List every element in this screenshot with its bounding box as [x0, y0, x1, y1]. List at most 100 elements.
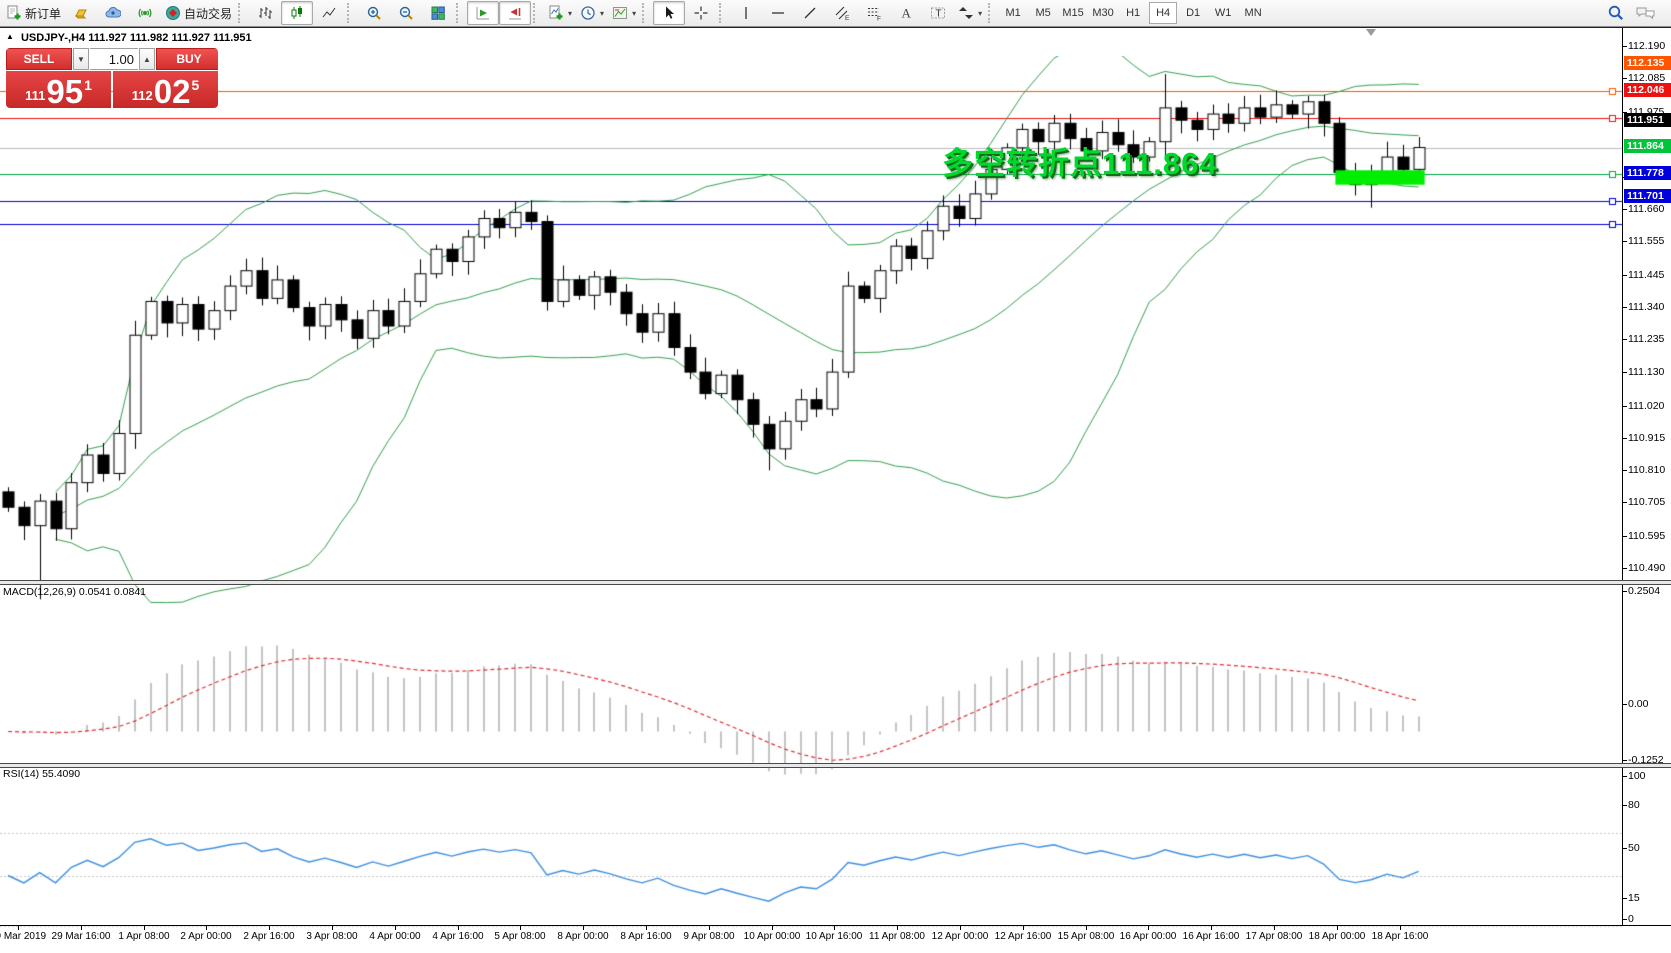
price-tick-label: 0.2504 [1628, 585, 1661, 597]
time-tick-label: 5 Apr 08:00 [494, 931, 546, 942]
chat-icon[interactable] [1635, 5, 1657, 21]
arrows-tool-button[interactable]: ▾ [954, 1, 986, 25]
price-level-badge[interactable]: 111.778 [1624, 166, 1671, 180]
template-icon [613, 7, 628, 19]
price-tick-mark [1622, 591, 1627, 592]
zoom-out-button[interactable] [390, 1, 422, 25]
search-icon[interactable] [1607, 4, 1625, 22]
autotrading-button[interactable]: 自动交易 [161, 1, 236, 25]
chart-shift-button[interactable] [499, 1, 532, 25]
volume-input[interactable] [90, 48, 138, 70]
signal-button[interactable] [129, 1, 161, 25]
main-chart-canvas[interactable] [0, 56, 1622, 608]
periods-dropdown-caret[interactable]: ▾ [600, 8, 605, 18]
price-tick-mark [1622, 46, 1627, 47]
price-tick-label: 110.595 [1628, 530, 1666, 542]
sell-price-pip: 1 [84, 77, 92, 93]
rsi-pane-canvas[interactable] [0, 794, 1622, 953]
indicators-button[interactable]: ▾ [544, 1, 576, 25]
timeframe-button-h4[interactable]: H4 [1149, 2, 1178, 24]
time-tick-label: 9 Apr 08:00 [683, 931, 735, 942]
text-tool-button[interactable]: A [890, 1, 922, 25]
arrows-dropdown-caret[interactable]: ▾ [978, 8, 983, 18]
price-tick-mark [1622, 307, 1627, 308]
volume-decrease-button[interactable]: ▼ [73, 48, 89, 70]
vertical-line-button[interactable] [730, 1, 762, 25]
time-tick-label: 10 Apr 16:00 [805, 931, 863, 942]
time-tick-label: 29 Mar 16:00 [51, 931, 111, 942]
time-tick-mark [269, 925, 270, 930]
bar-chart-button[interactable] [249, 1, 281, 25]
buy-price-display[interactable]: 112 02 5 [113, 71, 218, 108]
rsi-pane-splitter[interactable] [0, 763, 1671, 768]
volume-increase-button[interactable]: ▲ [139, 48, 155, 70]
buy-button[interactable]: BUY [156, 48, 218, 70]
text-label-button[interactable]: T [922, 1, 954, 25]
time-tick-label: 11 Apr 08:00 [869, 931, 925, 942]
rsi-indicator-label: RSI(14) 55.4090 [3, 768, 81, 780]
price-tick-label: 111.555 [1628, 235, 1665, 247]
horizontal-line-button[interactable] [762, 1, 794, 25]
timeframe-button-m5[interactable]: M5 [1035, 7, 1051, 19]
toolbar: 新订单 自动交易 [0, 0, 1671, 27]
auto-scroll-button[interactable] [467, 1, 500, 25]
price-tick-mark [1622, 898, 1627, 899]
price-tick-label: 0.00 [1628, 698, 1649, 710]
macd-pane-canvas[interactable] [0, 612, 1622, 791]
crosshair-button[interactable] [685, 1, 717, 25]
toolbar-separator [347, 3, 354, 23]
timeframe-button-w1[interactable]: W1 [1214, 7, 1232, 19]
zoom-in-button[interactable] [358, 1, 390, 25]
buy-price-prefix: 112 [131, 88, 153, 103]
chart-window[interactable] [0, 28, 1671, 953]
ohlc-values: 111.927 111.982 111.927 111.951 [88, 32, 252, 44]
timeframe-button-h1[interactable]: H1 [1126, 7, 1141, 19]
fibonacci-button[interactable]: F [858, 1, 890, 25]
timeframe-button-d1[interactable]: D1 [1186, 7, 1201, 19]
time-tick-label: 2 Apr 00:00 [180, 931, 232, 942]
sell-price-display[interactable]: 111 95 1 [6, 71, 111, 108]
vertical-line-icon [745, 7, 747, 19]
sell-button[interactable]: SELL [6, 48, 72, 70]
indicators-dropdown-caret[interactable]: ▾ [568, 8, 573, 18]
line-chart-icon [322, 7, 336, 18]
timeframe-button-m15[interactable]: M15 [1062, 7, 1084, 19]
price-tick-mark [1622, 339, 1627, 340]
line-chart-button[interactable] [313, 1, 345, 25]
candlestick-chart-button[interactable] [281, 1, 314, 25]
templates-button[interactable]: ▾ [608, 1, 640, 25]
time-tick-mark [1148, 925, 1149, 930]
equidistant-channel-button[interactable]: E [826, 1, 858, 25]
time-tick-label: 17 Apr 08:00 [1245, 931, 1303, 942]
price-tick-label: 80 [1628, 799, 1640, 811]
price-level-badge[interactable]: 112.046 [1624, 83, 1671, 97]
tile-windows-button[interactable] [422, 1, 454, 25]
price-tick-mark [1622, 760, 1627, 761]
chart-window-border [0, 27, 1671, 28]
time-tick-mark [709, 925, 710, 930]
new-order-button[interactable]: 新订单 [2, 1, 65, 25]
community-button[interactable] [97, 1, 129, 25]
macd-pane-splitter[interactable] [0, 580, 1671, 585]
price-level-badge[interactable]: 111.864 [1624, 139, 1671, 153]
quotes-button[interactable] [65, 1, 97, 25]
svg-text:E: E [845, 15, 850, 21]
time-tick-mark [1086, 925, 1087, 930]
timeframe-button-m30[interactable]: M30 [1092, 7, 1114, 19]
periods-button[interactable]: ▾ [576, 1, 608, 25]
chart-shift-marker[interactable] [1366, 29, 1376, 36]
price-tick-mark [1622, 776, 1627, 777]
price-tick-mark [1622, 372, 1627, 373]
price-tick-mark [1622, 78, 1627, 79]
cursor-button[interactable] [653, 1, 686, 25]
timeframe-button-mn[interactable]: MN [1244, 7, 1262, 19]
price-level-badge[interactable]: 111.701 [1624, 189, 1671, 203]
templates-dropdown-caret[interactable]: ▾ [632, 8, 637, 18]
price-tick-label: 15 [1628, 892, 1640, 904]
one-click-panel-toggle[interactable]: ▲ [6, 32, 14, 41]
trendline-button[interactable] [794, 1, 826, 25]
timeframe-button-m1[interactable]: M1 [1005, 7, 1021, 19]
price-tick-mark [1622, 805, 1627, 806]
price-level-badge[interactable]: 112.135 [1624, 56, 1671, 70]
price-level-badge[interactable]: 111.951 [1624, 113, 1671, 127]
